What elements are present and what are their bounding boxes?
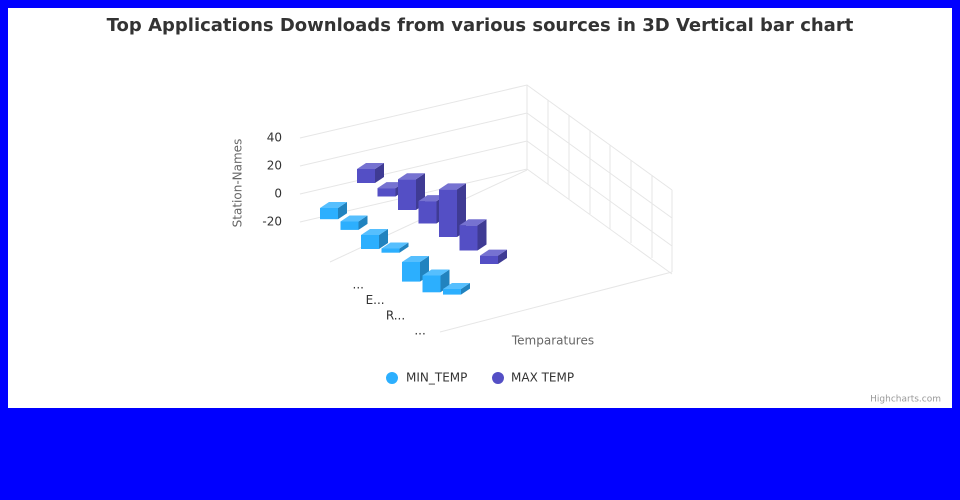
x-tick-label: R...: [386, 308, 405, 322]
grid-line: [299, 112, 673, 219]
bar-top: [377, 182, 405, 189]
bar-front: [439, 189, 457, 237]
bar-front: [357, 169, 375, 183]
bar-top: [402, 256, 429, 262]
bar-front: [377, 188, 396, 197]
x-axis-title: Temparatures: [511, 334, 594, 348]
bar-front: [443, 289, 461, 295]
bar-front: [480, 255, 498, 264]
bar-top: [480, 249, 507, 256]
bar-top: [398, 173, 425, 180]
x-tick-label: E...: [366, 293, 385, 307]
grid-line: [299, 84, 673, 191]
y-axis-title: Station-Names: [231, 139, 245, 228]
bar-side: [399, 242, 409, 253]
bar-front: [361, 235, 379, 249]
bar-top: [439, 183, 466, 190]
legend-marker[interactable]: [386, 372, 398, 384]
bar-front: [402, 262, 420, 282]
bar-front: [320, 208, 338, 220]
credits: Highcharts.com: [870, 395, 941, 405]
x-tick-label: ...: [353, 278, 364, 292]
bar-side: [461, 283, 470, 295]
bar-top: [320, 202, 347, 208]
bar-side: [379, 229, 388, 249]
legend-marker[interactable]: [492, 372, 504, 384]
bar-side: [477, 219, 487, 251]
bar-front: [418, 201, 437, 224]
y-tick-label: -20: [262, 215, 282, 229]
x-tick-label: ...: [414, 324, 425, 338]
bar-top: [418, 195, 446, 202]
y-tick-label: 40: [267, 131, 282, 145]
y-tick-label: 0: [274, 187, 282, 201]
bar-side: [338, 202, 347, 220]
chart-background: [8, 8, 952, 408]
bar-top: [443, 283, 470, 289]
bar-top: [459, 219, 487, 226]
bar-top: [381, 242, 409, 249]
bar-side: [358, 215, 368, 230]
bar-front: [398, 179, 416, 210]
bar-front: [459, 225, 478, 251]
bar-top: [357, 163, 384, 169]
bar-front: [422, 275, 441, 293]
legend-label[interactable]: MAX TEMP: [511, 371, 574, 385]
bar-front: [340, 221, 359, 230]
bar-front: [381, 248, 400, 253]
floor-line: [439, 271, 673, 333]
bar-top: [422, 269, 450, 276]
bar-side: [375, 163, 384, 183]
y-tick-label: 20: [267, 159, 282, 173]
legend-label[interactable]: MIN_TEMP: [406, 371, 467, 385]
bar-side: [498, 249, 507, 264]
bar-top: [340, 215, 368, 222]
chart-title: Top Applications Downloads from various …: [107, 15, 854, 36]
grid-line: [299, 168, 673, 275]
bar-top: [361, 229, 388, 235]
